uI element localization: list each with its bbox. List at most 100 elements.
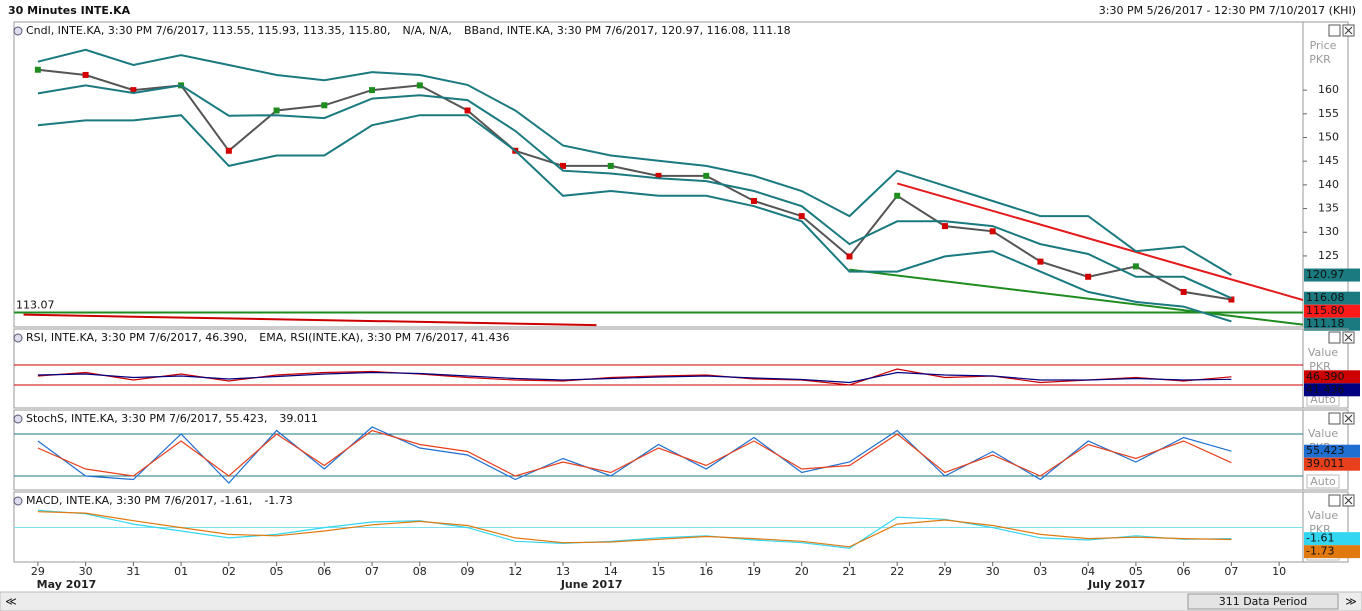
close-icon xyxy=(1344,333,1353,342)
x-tick-label: 30 xyxy=(79,565,93,578)
panel-header: -1.73 xyxy=(264,494,292,507)
x-tick-label: 06 xyxy=(317,565,331,578)
x-tick-label: 05 xyxy=(1129,565,1143,578)
candle-marker xyxy=(82,71,89,78)
horizontal-line-label: 113.07 xyxy=(16,298,55,311)
series-line xyxy=(37,429,1232,477)
scroll-right[interactable]: ≫ xyxy=(1345,595,1357,608)
series-line xyxy=(37,68,1232,301)
scroll-left[interactable]: ≪ xyxy=(5,595,17,608)
plot xyxy=(14,48,1303,327)
candle-marker xyxy=(321,102,328,109)
panel-header: N/A, N/A, xyxy=(403,24,452,37)
last-value-box xyxy=(1304,532,1360,546)
candle-marker xyxy=(989,228,996,235)
month-label: July 2017 xyxy=(1087,578,1145,591)
x-tick-label: 01 xyxy=(174,565,188,578)
date-range: 3:30 PM 5/26/2017 - 12:30 PM 7/10/2017 (… xyxy=(1099,4,1356,17)
panel-header: MACD, INTE.KA, 3:30 PM 7/6/2017, -1.61, xyxy=(26,494,252,507)
y-tick-label: 145 xyxy=(1318,154,1339,167)
status-bar xyxy=(0,591,1362,611)
close-icon xyxy=(1344,26,1353,35)
axis-label: Value xyxy=(1308,346,1338,359)
last-value-label: -1.61 xyxy=(1306,532,1334,545)
last-value-box xyxy=(1304,457,1360,471)
panel-header: Cndl, INTE.KA, 3:30 PM 7/6/2017, 113.55,… xyxy=(26,24,391,37)
header-icon xyxy=(13,414,23,424)
last-value-label: 39.011 xyxy=(1306,457,1345,470)
x-tick-label: 14 xyxy=(604,565,618,578)
x-tick-label: 20 xyxy=(795,565,809,578)
x-tick-label: 30 xyxy=(986,565,1000,578)
x-tick-label: 04 xyxy=(1081,565,1095,578)
x-tick-label: 29 xyxy=(31,565,45,578)
plot xyxy=(14,509,1303,549)
candle-marker xyxy=(703,172,710,179)
y-tick-label: 150 xyxy=(1318,130,1339,143)
x-tick-label: 09 xyxy=(461,565,475,578)
x-tick-label: 03 xyxy=(1033,565,1047,578)
candle-marker xyxy=(607,162,614,169)
header-icon xyxy=(13,496,23,506)
panel-header: RSI, INTE.KA, 3:30 PM 7/6/2017, 46.390, xyxy=(26,331,247,344)
x-tick-label: 31 xyxy=(126,565,140,578)
y-tick-label: 155 xyxy=(1318,107,1339,120)
last-value-box xyxy=(1304,291,1360,305)
x-tick-label: 13 xyxy=(556,565,570,578)
x-tick-label: 06 xyxy=(1177,565,1191,578)
panel-frame xyxy=(13,328,1349,409)
axis-label: Price xyxy=(1310,39,1337,52)
month-label: June 2017 xyxy=(560,578,623,591)
candle-marker xyxy=(1037,258,1044,265)
candle-marker xyxy=(798,213,805,220)
x-tick-label: 12 xyxy=(508,565,522,578)
x-tick-label: 02 xyxy=(222,565,236,578)
trendline xyxy=(896,182,1303,301)
header-icon xyxy=(13,333,23,343)
panel-minimize[interactable] xyxy=(1328,494,1341,507)
plot xyxy=(14,426,1303,484)
series-line xyxy=(37,84,1232,300)
candle-marker xyxy=(1228,296,1235,303)
close-icon xyxy=(1344,414,1353,423)
last-value-label: 116.08 xyxy=(1306,291,1345,304)
x-tick-label: 07 xyxy=(365,565,379,578)
candle-marker xyxy=(464,107,471,114)
close-icon xyxy=(1344,496,1353,505)
scale-mode: Auto xyxy=(1310,475,1336,488)
panel-minimize[interactable] xyxy=(1328,24,1341,37)
x-tick-label: 29 xyxy=(938,565,952,578)
x-tick-label: 16 xyxy=(699,565,713,578)
status-box xyxy=(1187,593,1339,610)
scale-mode-box[interactable] xyxy=(1306,474,1340,489)
plot xyxy=(14,364,1303,386)
candle-marker xyxy=(34,66,41,73)
month-label: May 2017 xyxy=(37,578,97,591)
candle-marker xyxy=(130,87,137,94)
last-value-label: 111.18 xyxy=(1306,317,1345,330)
panel-header: BBand, INTE.KA, 3:30 PM 7/6/2017, 120.97… xyxy=(464,24,791,37)
last-value-label: 46.390 xyxy=(1306,370,1345,383)
x-tick-label: 15 xyxy=(652,565,666,578)
panel-header: StochS, INTE.KA, 3:30 PM 7/6/2017, 55.42… xyxy=(26,412,267,425)
candle-marker xyxy=(560,162,567,169)
panel-minimize[interactable] xyxy=(1328,412,1341,425)
panel-minimize[interactable] xyxy=(1328,331,1341,344)
last-value-box xyxy=(1304,304,1360,318)
last-value-box xyxy=(1304,545,1360,559)
x-tick-label: 05 xyxy=(270,565,284,578)
candle-marker xyxy=(1085,273,1092,280)
series-line xyxy=(37,368,1232,386)
series-line xyxy=(37,509,1232,549)
candle-marker xyxy=(416,82,423,89)
last-value-label: 115.80 xyxy=(1306,304,1345,317)
panel-header: 39.011 xyxy=(279,412,318,425)
candle-marker xyxy=(846,253,853,260)
y-tick-label: 135 xyxy=(1318,202,1339,215)
x-tick-label: 10 xyxy=(1272,565,1286,578)
candle-marker xyxy=(1180,288,1187,295)
candle-marker xyxy=(655,172,662,179)
y-tick-label: 130 xyxy=(1318,225,1339,238)
